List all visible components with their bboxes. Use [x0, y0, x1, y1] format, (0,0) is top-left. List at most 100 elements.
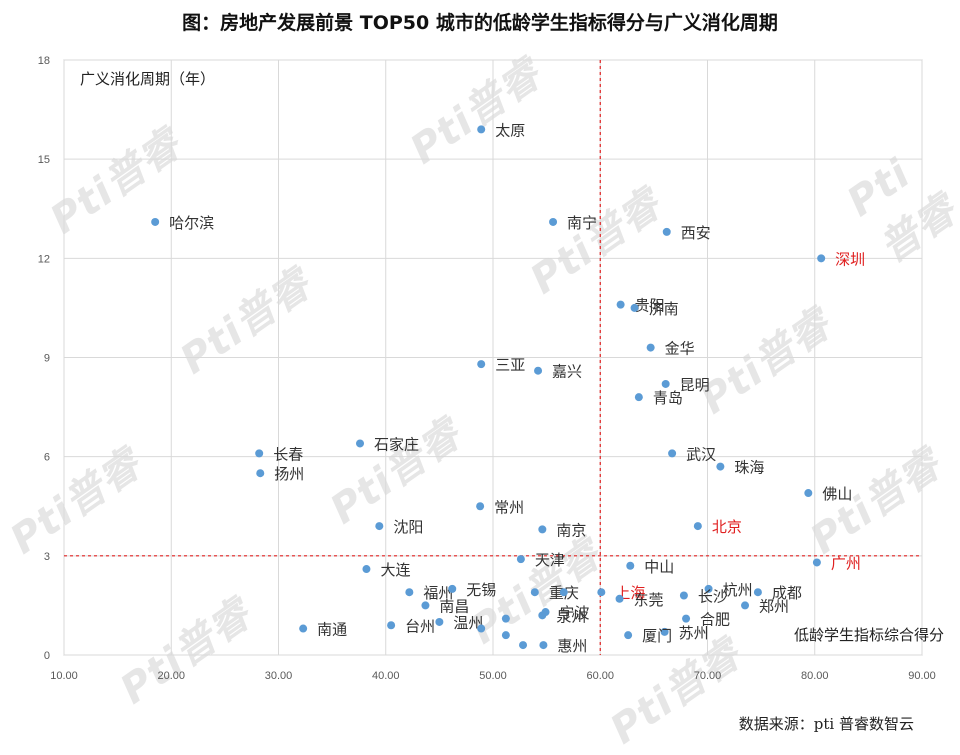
chart-title: 图：房地产发展前景 TOP50 城市的低龄学生指标得分与广义消化周期: [182, 12, 778, 34]
data-point: [682, 614, 691, 623]
data-label: 南通: [317, 621, 347, 639]
data-point: [549, 217, 558, 226]
data-label: 贵阳: [635, 297, 665, 315]
data-point: [539, 641, 548, 650]
data-label: 无锡: [466, 581, 496, 599]
data-label: 沈阳: [393, 518, 423, 536]
data-label: 珠海: [734, 459, 764, 477]
data-label: 深圳: [835, 250, 865, 268]
data-label: 武汉: [686, 445, 716, 463]
data-point: [256, 469, 265, 478]
data-point: [356, 439, 365, 448]
y-tick-label: 3: [44, 551, 50, 563]
data-point: [660, 627, 669, 636]
data-point: [616, 300, 625, 309]
data-point: [421, 601, 430, 610]
y-tick-label: 9: [44, 353, 50, 365]
data-point: [477, 125, 486, 134]
data-point: [817, 254, 826, 263]
data-label: 扬州: [274, 465, 304, 483]
data-label: 天津: [535, 551, 565, 569]
data-label: 泉州: [556, 607, 586, 625]
data-label: 太原: [495, 121, 525, 139]
data-label: 福州: [423, 584, 453, 602]
data-label: 哈尔滨: [169, 214, 214, 232]
data-point: [662, 227, 671, 236]
data-point: [375, 522, 384, 531]
y-tick-label: 12: [38, 253, 50, 265]
data-point: [661, 379, 670, 388]
data-label: 惠州: [557, 637, 587, 655]
data-label: 昆明: [680, 376, 710, 394]
y-tick-label: 6: [44, 452, 50, 464]
x-tick-label: 30.00: [265, 670, 293, 682]
data-point: [626, 561, 635, 570]
data-point: [538, 525, 547, 534]
data-point: [477, 624, 486, 633]
data-point: [501, 614, 510, 623]
data-label: 台州: [405, 617, 435, 635]
data-label: 厦门: [642, 627, 672, 645]
data-point: [812, 558, 821, 567]
x-tick-label: 70.00: [694, 670, 722, 682]
x-tick-label: 60.00: [586, 670, 614, 682]
data-label: 温州: [453, 614, 483, 632]
data-point: [435, 617, 444, 626]
data-label: 苏州: [679, 624, 709, 642]
y-axis-label: 广义消化周期（年）: [80, 70, 215, 88]
data-point: [534, 366, 543, 375]
data-label: 青岛: [653, 389, 683, 407]
data-label: 杭州: [723, 581, 753, 599]
data-point: [405, 588, 414, 597]
data-point: [541, 608, 550, 617]
data-point: [559, 588, 568, 597]
data-label: 三亚: [495, 356, 525, 374]
data-label: 郑州: [759, 597, 789, 615]
data-point: [679, 591, 688, 600]
data-point: [476, 502, 485, 511]
data-label: 南宁: [567, 214, 597, 232]
data-point: [597, 588, 606, 597]
data-point: [387, 621, 396, 630]
data-point: [530, 588, 539, 597]
data-source: 数据来源：pti 普睿数智云: [738, 715, 914, 733]
x-tick-label: 90.00: [908, 670, 936, 682]
data-point: [668, 449, 677, 458]
data-label: 宁波: [560, 604, 590, 622]
data-label: 东莞: [634, 591, 664, 609]
x-tick-label: 40.00: [372, 670, 400, 682]
data-point: [693, 522, 702, 531]
data-label: 中山: [644, 558, 674, 576]
data-label: 南京: [556, 521, 586, 539]
data-point: [362, 565, 371, 574]
data-point: [716, 462, 725, 471]
data-label: 石家庄: [374, 435, 419, 453]
data-point: [299, 624, 308, 633]
data-label: 南昌: [439, 597, 469, 615]
data-point: [477, 360, 486, 369]
data-point: [646, 343, 655, 352]
data-point: [255, 449, 264, 458]
data-label: 合肥: [700, 611, 730, 629]
x-tick-label: 20.00: [157, 670, 185, 682]
data-point: [516, 555, 525, 564]
data-label: 成都: [772, 584, 802, 602]
data-point: [624, 631, 633, 640]
y-tick-label: 15: [38, 154, 50, 166]
data-point: [804, 489, 813, 498]
data-point: [634, 393, 643, 402]
data-label: 金华: [665, 340, 695, 358]
data-point: [704, 584, 713, 593]
data-label: 长春: [273, 445, 303, 463]
y-tick-label: 18: [38, 55, 50, 67]
data-label: 广州: [831, 554, 861, 572]
data-point: [448, 584, 457, 593]
data-label: 长沙: [698, 588, 728, 606]
data-point: [753, 588, 762, 597]
data-point: [501, 631, 510, 640]
data-label: 佛山: [822, 485, 852, 503]
data-label: 济南: [649, 300, 679, 318]
data-label: 大连: [380, 561, 410, 579]
